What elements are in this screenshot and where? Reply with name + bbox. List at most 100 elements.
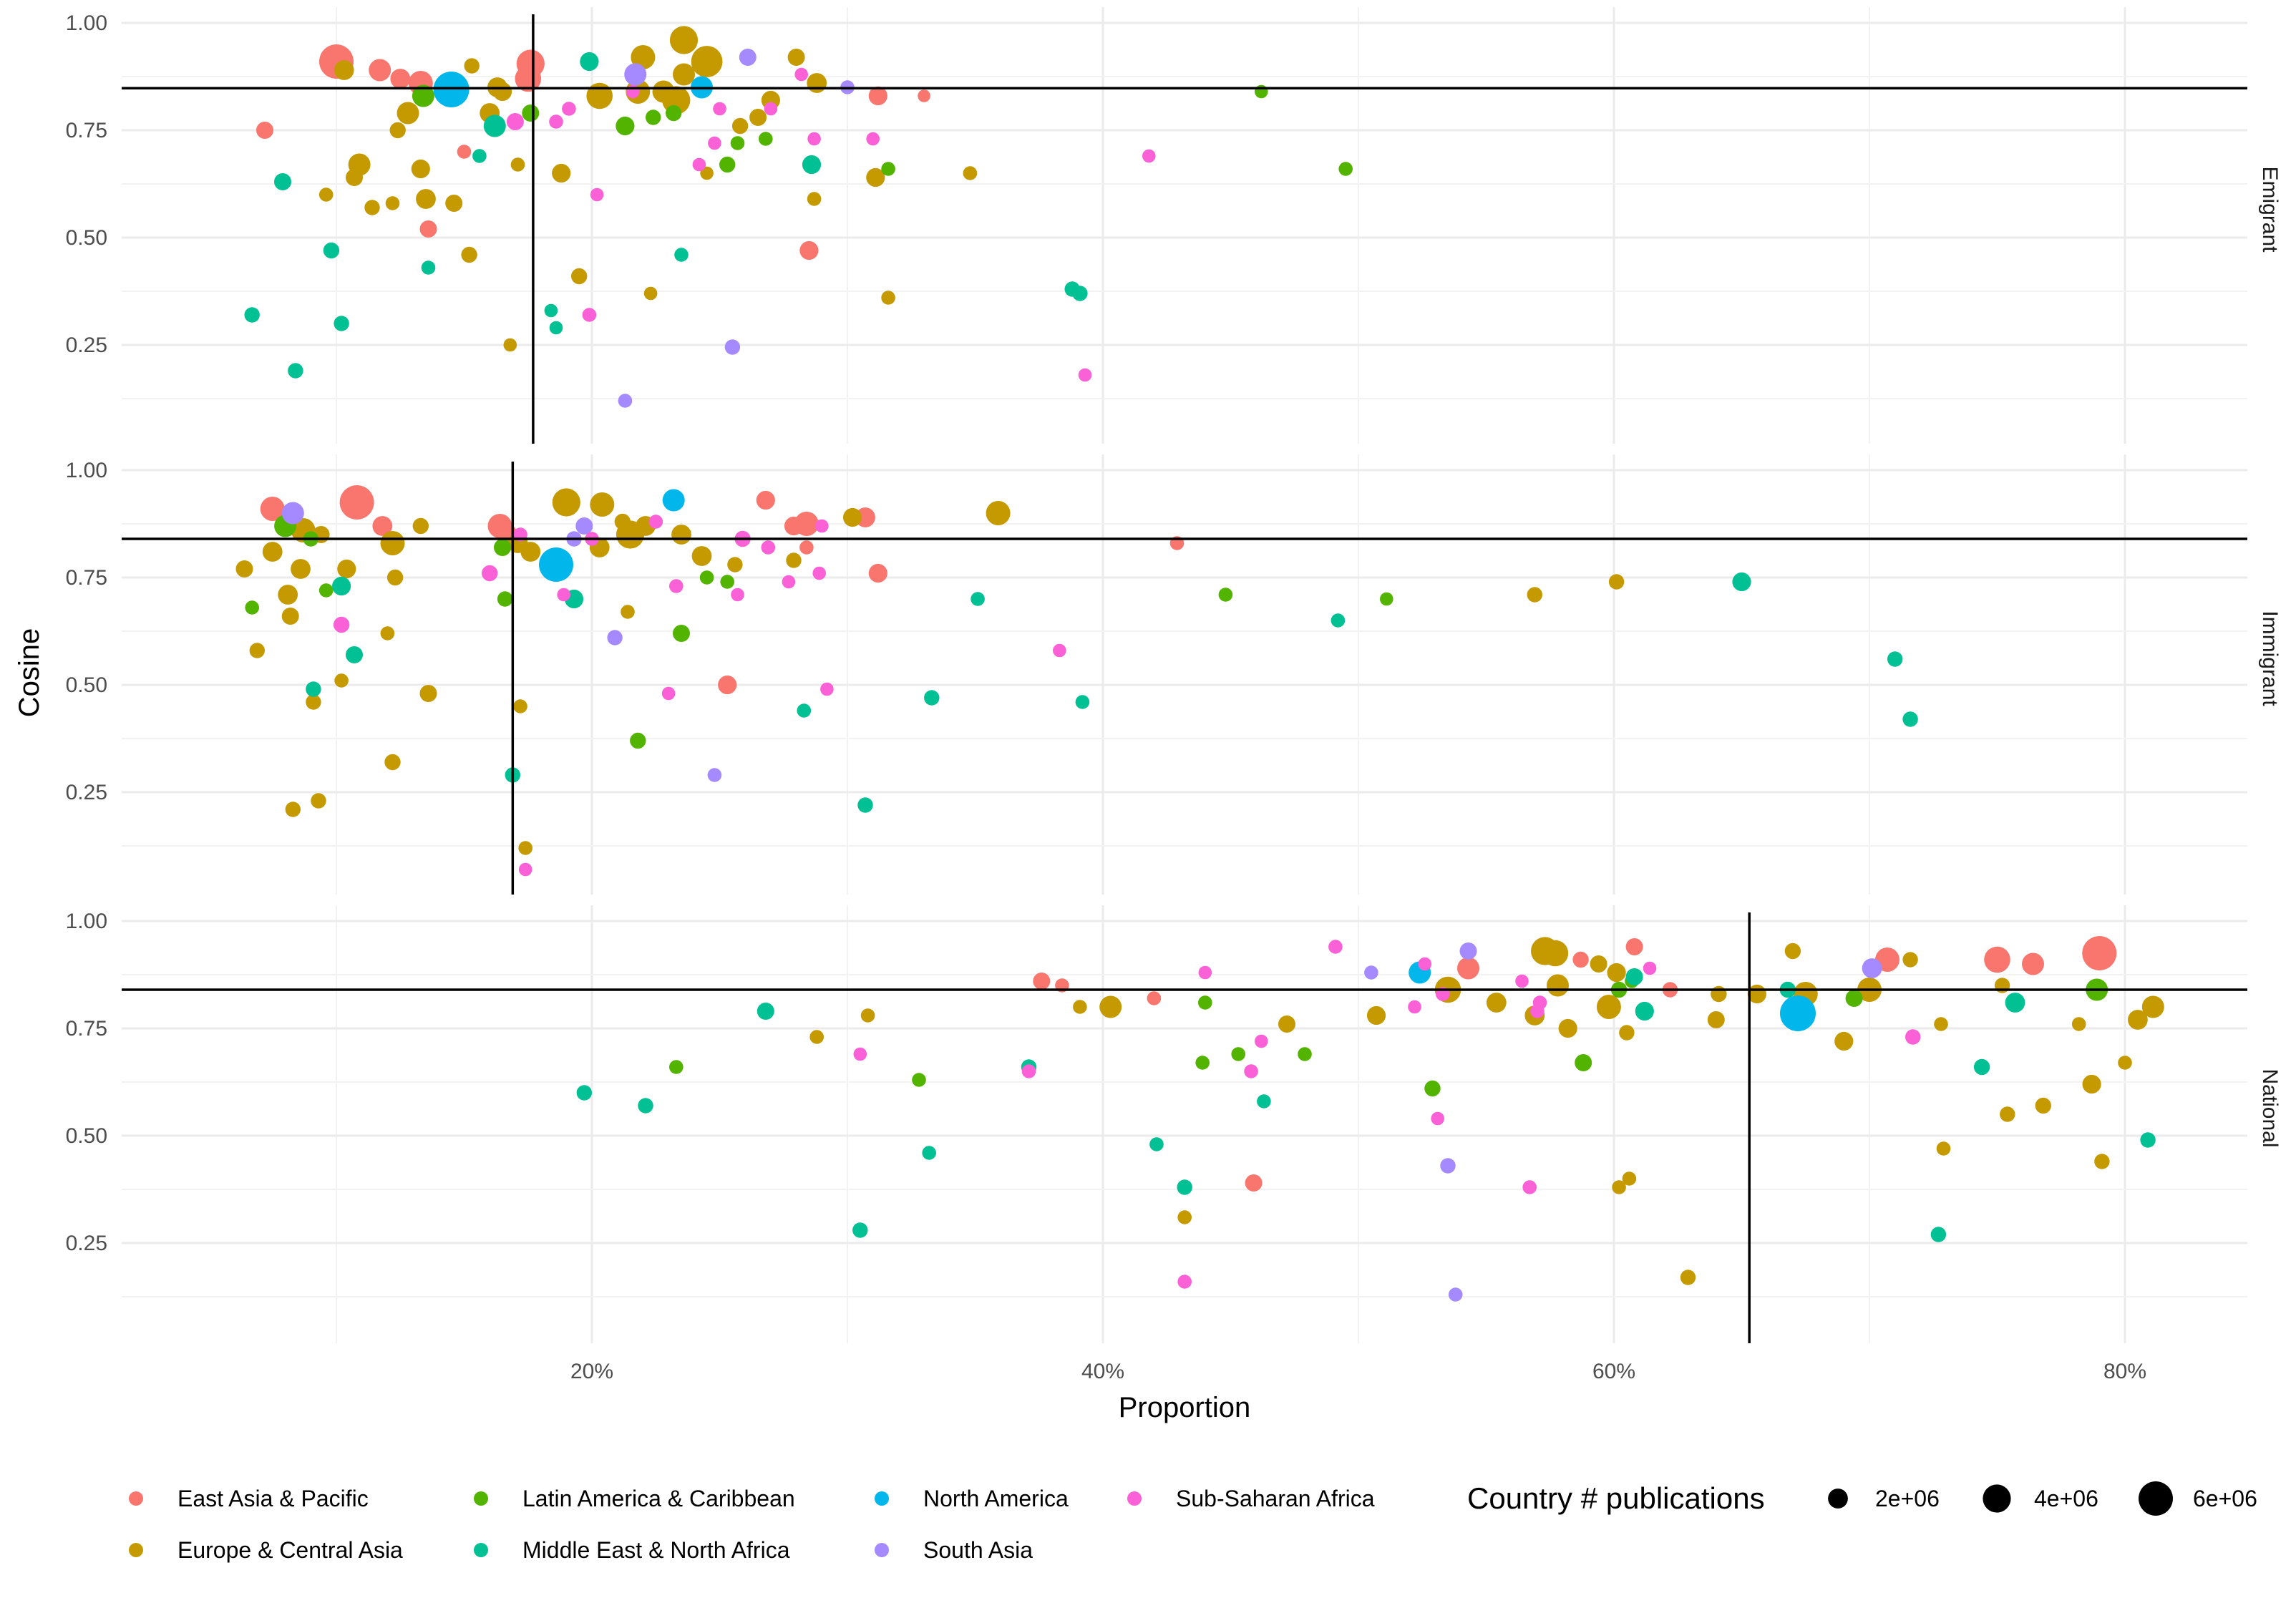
scatter-point	[1530, 1004, 1545, 1018]
scatter-point	[868, 86, 887, 106]
scatter-point	[794, 67, 808, 82]
scatter-point	[1596, 995, 1621, 1019]
scatter-point	[1934, 1017, 1948, 1031]
scatter-point	[782, 575, 796, 589]
scatter-point	[334, 673, 349, 688]
scatter-point	[1278, 1015, 1295, 1033]
scatter-point	[671, 525, 691, 545]
scatter-point	[631, 45, 656, 69]
legend-size-label: 4e+06	[2034, 1486, 2098, 1511]
y-tick-label: 0.25	[66, 781, 107, 804]
legend-size-key	[1983, 1484, 2011, 1513]
scatter-point	[281, 608, 299, 625]
scatter-point	[1612, 1180, 1626, 1194]
scatter-point	[380, 531, 405, 555]
scatter-point	[323, 242, 340, 259]
scatter-point	[646, 109, 661, 125]
scatter-point	[1732, 572, 1751, 592]
scatter-point	[2082, 936, 2117, 970]
scatter-point	[397, 102, 419, 125]
scatter-point	[337, 559, 356, 579]
scatter-point	[2035, 1097, 2051, 1114]
scatter-point	[787, 49, 805, 66]
x-tick-label: 60%	[1592, 1360, 1635, 1383]
scatter-point	[724, 339, 741, 355]
scatter-point	[759, 132, 773, 146]
scatter-point	[260, 497, 285, 521]
legend: East Asia & Pacific Europe & Central Asia…	[129, 1481, 2257, 1563]
scatter-point	[364, 200, 380, 215]
reference-lines-layer	[122, 14, 2247, 1343]
scatter-point	[731, 588, 744, 602]
scatter-point	[1053, 643, 1066, 658]
scatter-point	[1625, 968, 1643, 985]
legend-color-label: Latin America & Caribbean	[522, 1486, 795, 1511]
scatter-point	[380, 626, 395, 640]
scatter-point	[662, 489, 685, 512]
scatter-point	[483, 115, 506, 137]
scatter-point	[1448, 1287, 1463, 1302]
scatter-point	[571, 268, 588, 285]
size-legend-title: Country # publications	[1467, 1481, 1765, 1515]
scatter-point	[1515, 974, 1529, 988]
scatter-point	[416, 189, 436, 209]
x-tick-label: 80%	[2103, 1360, 2146, 1383]
scatter-point	[786, 552, 802, 568]
scatter-point	[881, 291, 895, 305]
scatter-point	[562, 102, 576, 116]
scatter-point	[384, 754, 401, 771]
scatter-point	[2128, 1010, 2148, 1030]
scatter-point	[853, 1047, 867, 1061]
scatter-point	[630, 732, 646, 749]
scatter-point	[812, 566, 826, 580]
scatter-point	[1418, 957, 1432, 971]
scatter-point	[1459, 942, 1477, 960]
scatter-point	[621, 605, 635, 619]
scatter-point	[549, 321, 563, 335]
scatter-point	[1635, 1001, 1654, 1021]
scatter-point	[1527, 587, 1542, 603]
scatter-point	[1834, 1031, 1854, 1051]
scatter-point	[673, 63, 695, 86]
scatter-point	[699, 570, 714, 585]
y-tick-label: 1.00	[66, 910, 107, 933]
scatter-point	[764, 102, 778, 116]
scatter-point	[1619, 1025, 1635, 1041]
scatter-point	[607, 630, 623, 645]
scatter-point	[643, 286, 658, 301]
scatter-point	[244, 307, 260, 323]
scatter-point	[433, 72, 470, 107]
scatter-point	[691, 546, 712, 566]
scatter-point	[506, 113, 524, 130]
facet-strip-label: Emigrant	[2258, 166, 2282, 253]
scatter-point	[306, 681, 321, 697]
scatter-point	[1572, 951, 1589, 968]
legend-color-key	[474, 1543, 488, 1557]
scatter-point	[708, 136, 721, 150]
scatter-point	[963, 166, 978, 180]
scatter-point	[235, 560, 253, 578]
scatter-point	[389, 122, 406, 139]
facet-strip-label: Immigrant	[2258, 610, 2282, 706]
scatter-point	[386, 569, 404, 586]
scatter-point	[1328, 940, 1343, 954]
scatter-point	[799, 540, 814, 555]
scatter-point	[445, 195, 463, 212]
scatter-point	[576, 1085, 592, 1101]
scatter-point	[1707, 1011, 1725, 1028]
scatter-point	[332, 576, 351, 596]
scatter-point	[1930, 1227, 1947, 1242]
scatter-point	[1298, 1047, 1312, 1061]
x-axis-title: Proportion	[1119, 1392, 1251, 1423]
scatter-point	[1195, 1056, 1210, 1070]
scatter-point	[1590, 955, 1607, 973]
scatter-point	[707, 768, 722, 782]
scatter-point	[318, 583, 334, 598]
scatter-point	[1033, 973, 1051, 990]
scatter-point	[245, 600, 260, 615]
legend-size-key	[2139, 1481, 2173, 1516]
scatter-point	[624, 63, 647, 86]
scatter-point	[807, 73, 827, 93]
scatter-point	[334, 316, 349, 331]
scatter-point	[1177, 1275, 1192, 1289]
